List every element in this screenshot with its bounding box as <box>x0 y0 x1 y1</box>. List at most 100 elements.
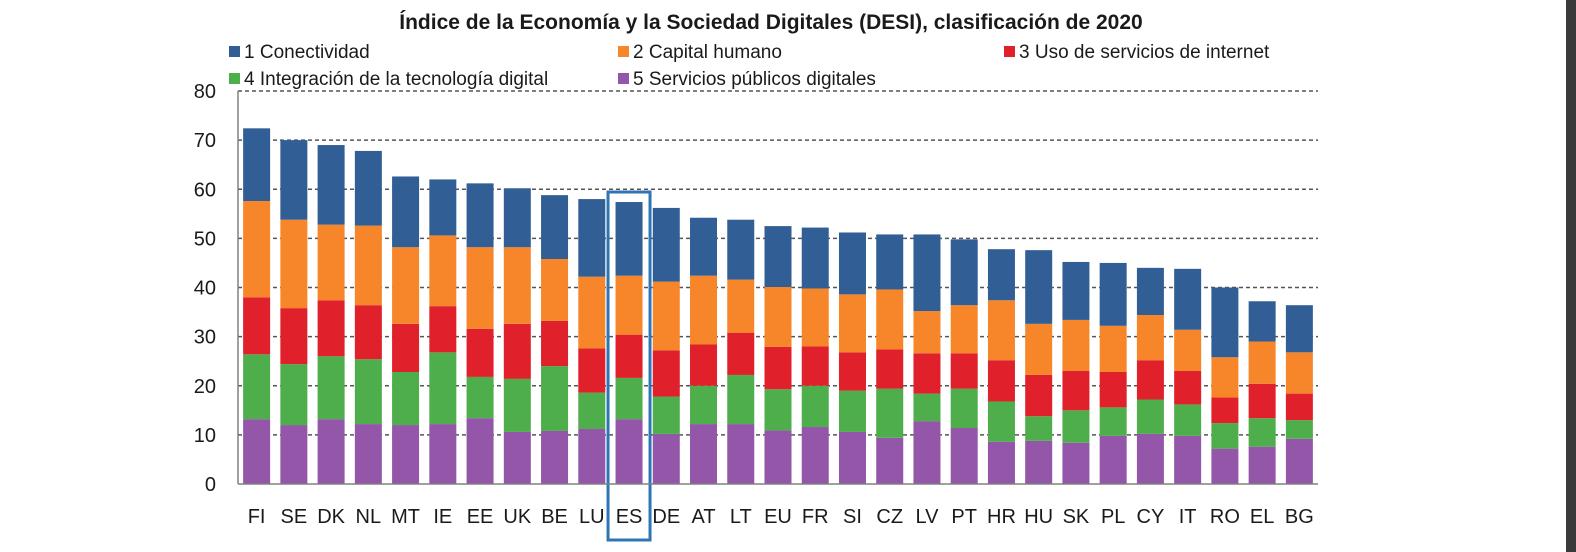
bar-segment <box>541 195 569 260</box>
bar-segment <box>1248 446 1276 484</box>
bar-segment <box>876 234 904 290</box>
bar-segment <box>466 376 494 419</box>
bar-segment <box>1174 435 1202 484</box>
bar-segment <box>727 279 755 333</box>
bar-segment <box>764 430 792 484</box>
bar-segment <box>876 388 904 438</box>
bar-segment <box>1285 352 1313 394</box>
bar-stack <box>690 217 718 484</box>
x-tick-label: DE <box>652 506 680 528</box>
bar-segment <box>1248 301 1276 342</box>
bar-segment <box>801 385 829 428</box>
bar-segment <box>280 140 308 220</box>
legend-label: 3 Uso de servicios de internet <box>1019 42 1270 63</box>
bar-segment <box>913 311 941 354</box>
y-tick-label: 80 <box>194 81 216 103</box>
bar-segment <box>503 247 531 324</box>
bar-stack <box>1025 250 1053 484</box>
bar-segment <box>615 377 643 420</box>
y-tick-label: 30 <box>194 327 216 349</box>
bar-stack <box>876 234 904 484</box>
legend-swatch <box>618 73 629 84</box>
bar-stack <box>1211 287 1239 484</box>
legend-label: 5 Servicios públicos digitales <box>633 69 876 90</box>
bar-stack <box>1248 301 1276 484</box>
bar-segment <box>690 424 718 484</box>
bar-segment <box>764 287 792 347</box>
bar-segment <box>1248 341 1276 384</box>
bar-segment <box>913 421 941 484</box>
bar-segment <box>429 352 457 425</box>
bar-segment <box>1062 410 1090 443</box>
bar-segment <box>1248 383 1276 419</box>
bar-segment <box>652 433 680 484</box>
bar-stack <box>652 207 680 484</box>
bar-segment <box>1062 371 1090 411</box>
bar-segment <box>950 305 978 354</box>
bar-segment <box>392 425 420 484</box>
legend-label: 1 Conectividad <box>244 42 370 63</box>
y-tick-label: 70 <box>194 130 216 152</box>
bar-segment <box>801 227 829 289</box>
x-tick-label: CY <box>1137 506 1165 528</box>
bar-segment <box>429 179 457 236</box>
bar-segment <box>727 219 755 280</box>
bar-segment <box>1062 442 1090 484</box>
bar-segment <box>1211 423 1239 449</box>
bar-stack <box>727 219 755 484</box>
y-tick-label: 10 <box>194 425 216 447</box>
bar-segment <box>652 207 680 282</box>
x-tick-label: EU <box>764 506 792 528</box>
bar-segment <box>1136 315 1164 361</box>
bar-segment <box>987 249 1015 301</box>
bar-segment <box>950 239 978 306</box>
bar-stack <box>392 176 420 484</box>
bar-segment <box>1248 418 1276 447</box>
bar-segment <box>913 393 941 422</box>
y-tick-label: 40 <box>194 278 216 300</box>
legend-label: 2 Capital humano <box>633 42 782 63</box>
bar-segment <box>578 276 606 349</box>
bar-stack <box>541 195 569 484</box>
x-tick-label: SK <box>1063 506 1090 528</box>
bar-segment <box>1211 397 1239 424</box>
y-tick-label: 60 <box>194 179 216 201</box>
bar-stack <box>764 226 792 484</box>
bar-segment <box>317 300 345 357</box>
bar-segment <box>1136 360 1164 400</box>
bar-segment <box>1099 262 1127 326</box>
bar-segment <box>987 401 1015 442</box>
bar-segment <box>1025 374 1053 417</box>
x-tick-label: IT <box>1179 506 1197 528</box>
bar-segment <box>801 427 829 484</box>
legend-item: 3 Uso de servicios de internet <box>1004 42 1270 63</box>
x-tick-label: HR <box>987 506 1016 528</box>
bar-segment <box>838 352 866 391</box>
legend-swatch <box>1004 46 1015 57</box>
bar-segment <box>876 289 904 350</box>
bar-stack <box>615 202 643 484</box>
x-tick-label: SI <box>843 506 862 528</box>
bar-segment <box>1285 393 1313 421</box>
bar-segment <box>838 431 866 484</box>
bar-segment <box>913 353 941 394</box>
bar-segment <box>392 371 420 426</box>
bar-stack <box>317 145 345 484</box>
legend-item: 2 Capital humano <box>618 42 782 63</box>
x-tick-label: UK <box>503 506 531 528</box>
bar-segment <box>1099 407 1127 436</box>
bar-segment <box>1174 329 1202 372</box>
x-tick-label: BE <box>541 506 568 528</box>
bar-segment <box>801 288 829 347</box>
bar-segment <box>1025 250 1053 324</box>
x-tick-label: EL <box>1250 506 1274 528</box>
legend-item: 4 Integración de la tecnología digital <box>229 69 548 90</box>
bar-stack <box>466 183 494 484</box>
bar-segment <box>690 344 718 386</box>
x-tick-label: FI <box>248 506 266 528</box>
bar-segment <box>1062 319 1090 372</box>
x-tick-label: HU <box>1024 506 1053 528</box>
bar-segment <box>243 354 271 420</box>
bar-segment <box>838 232 866 295</box>
x-tick-label: RO <box>1210 506 1240 528</box>
